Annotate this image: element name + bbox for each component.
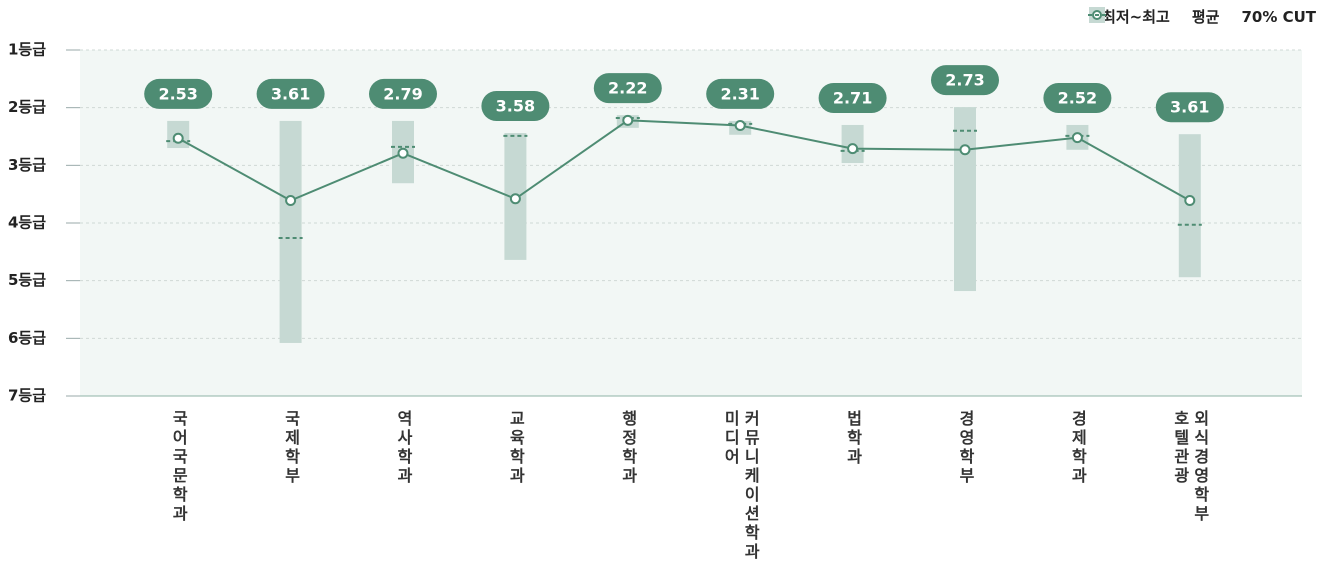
x-tick-label: 교육학과 xyxy=(506,410,526,486)
legend: 최저~최고 평균 70% CUT xyxy=(1088,6,1316,27)
x-tick-label: 경영학부 xyxy=(956,410,975,486)
value-bubble xyxy=(481,91,550,122)
x-tick-label: 호텔관광 외식경영학부 xyxy=(1170,410,1210,524)
average-point xyxy=(847,143,859,155)
range-bar xyxy=(954,107,976,292)
x-tick-label: 국제학부 xyxy=(281,410,301,486)
value-label: 2.52 xyxy=(1058,88,1097,107)
average-point xyxy=(622,114,634,126)
y-tick-label: 3등급 xyxy=(8,156,46,174)
legend-item: 평균 xyxy=(1092,6,1220,27)
legend-item: 70% CUT xyxy=(1088,7,1316,26)
value-bubble xyxy=(818,82,887,113)
legend-label: 70% CUT xyxy=(1241,7,1316,26)
value-label: 2.31 xyxy=(720,84,759,103)
x-tick-label: 행정학과 xyxy=(618,410,638,486)
value-bubble xyxy=(144,78,213,109)
value-bubble xyxy=(1155,92,1224,123)
legend-label: 평균 xyxy=(1191,8,1220,26)
value-label: 2.73 xyxy=(945,71,984,90)
legend-item: 최저~최고 xyxy=(1089,6,1170,27)
average-point xyxy=(959,144,971,156)
y-tick-label: 6등급 xyxy=(8,329,46,347)
average-point xyxy=(1071,132,1083,144)
value-label: 2.71 xyxy=(833,88,872,107)
value-label: 3.58 xyxy=(496,97,535,116)
y-tick-label: 7등급 xyxy=(8,387,46,405)
y-tick-label: 1등급 xyxy=(8,41,46,59)
value-bubble xyxy=(931,65,999,96)
legend-label: 최저~최고 xyxy=(1102,8,1170,26)
value-label: 3.61 xyxy=(1170,98,1209,117)
value-label: 3.61 xyxy=(271,84,310,103)
average-point xyxy=(285,195,297,207)
value-bubble xyxy=(593,73,662,104)
value-bubble xyxy=(706,78,775,109)
y-tick-label: 4등급 xyxy=(8,214,46,232)
x-tick-label: 경제학과 xyxy=(1068,410,1088,486)
y-tick-label: 2등급 xyxy=(8,98,46,116)
x-tick-label: 법학과 xyxy=(843,410,863,467)
average-point xyxy=(1184,195,1196,207)
x-tick-label: 국어국문학과 xyxy=(169,410,189,524)
value-label: 2.79 xyxy=(383,84,422,103)
range-bar xyxy=(279,120,302,343)
x-tick-label: 미디어 커뮤니케이션학과 xyxy=(721,410,761,562)
value-bubble xyxy=(256,78,325,109)
legend-symbol xyxy=(1088,14,1107,16)
average-point xyxy=(397,147,409,159)
value-bubble xyxy=(1043,82,1112,113)
y-tick-label: 5등급 xyxy=(8,271,46,289)
average-point xyxy=(509,193,521,205)
value-label: 2.22 xyxy=(608,79,647,98)
average-point xyxy=(734,120,746,132)
value-bubble xyxy=(369,78,437,109)
x-tick-label: 역사학과 xyxy=(394,410,413,486)
average-point xyxy=(172,132,184,144)
value-label: 2.53 xyxy=(158,84,197,103)
average-line xyxy=(177,119,1191,202)
